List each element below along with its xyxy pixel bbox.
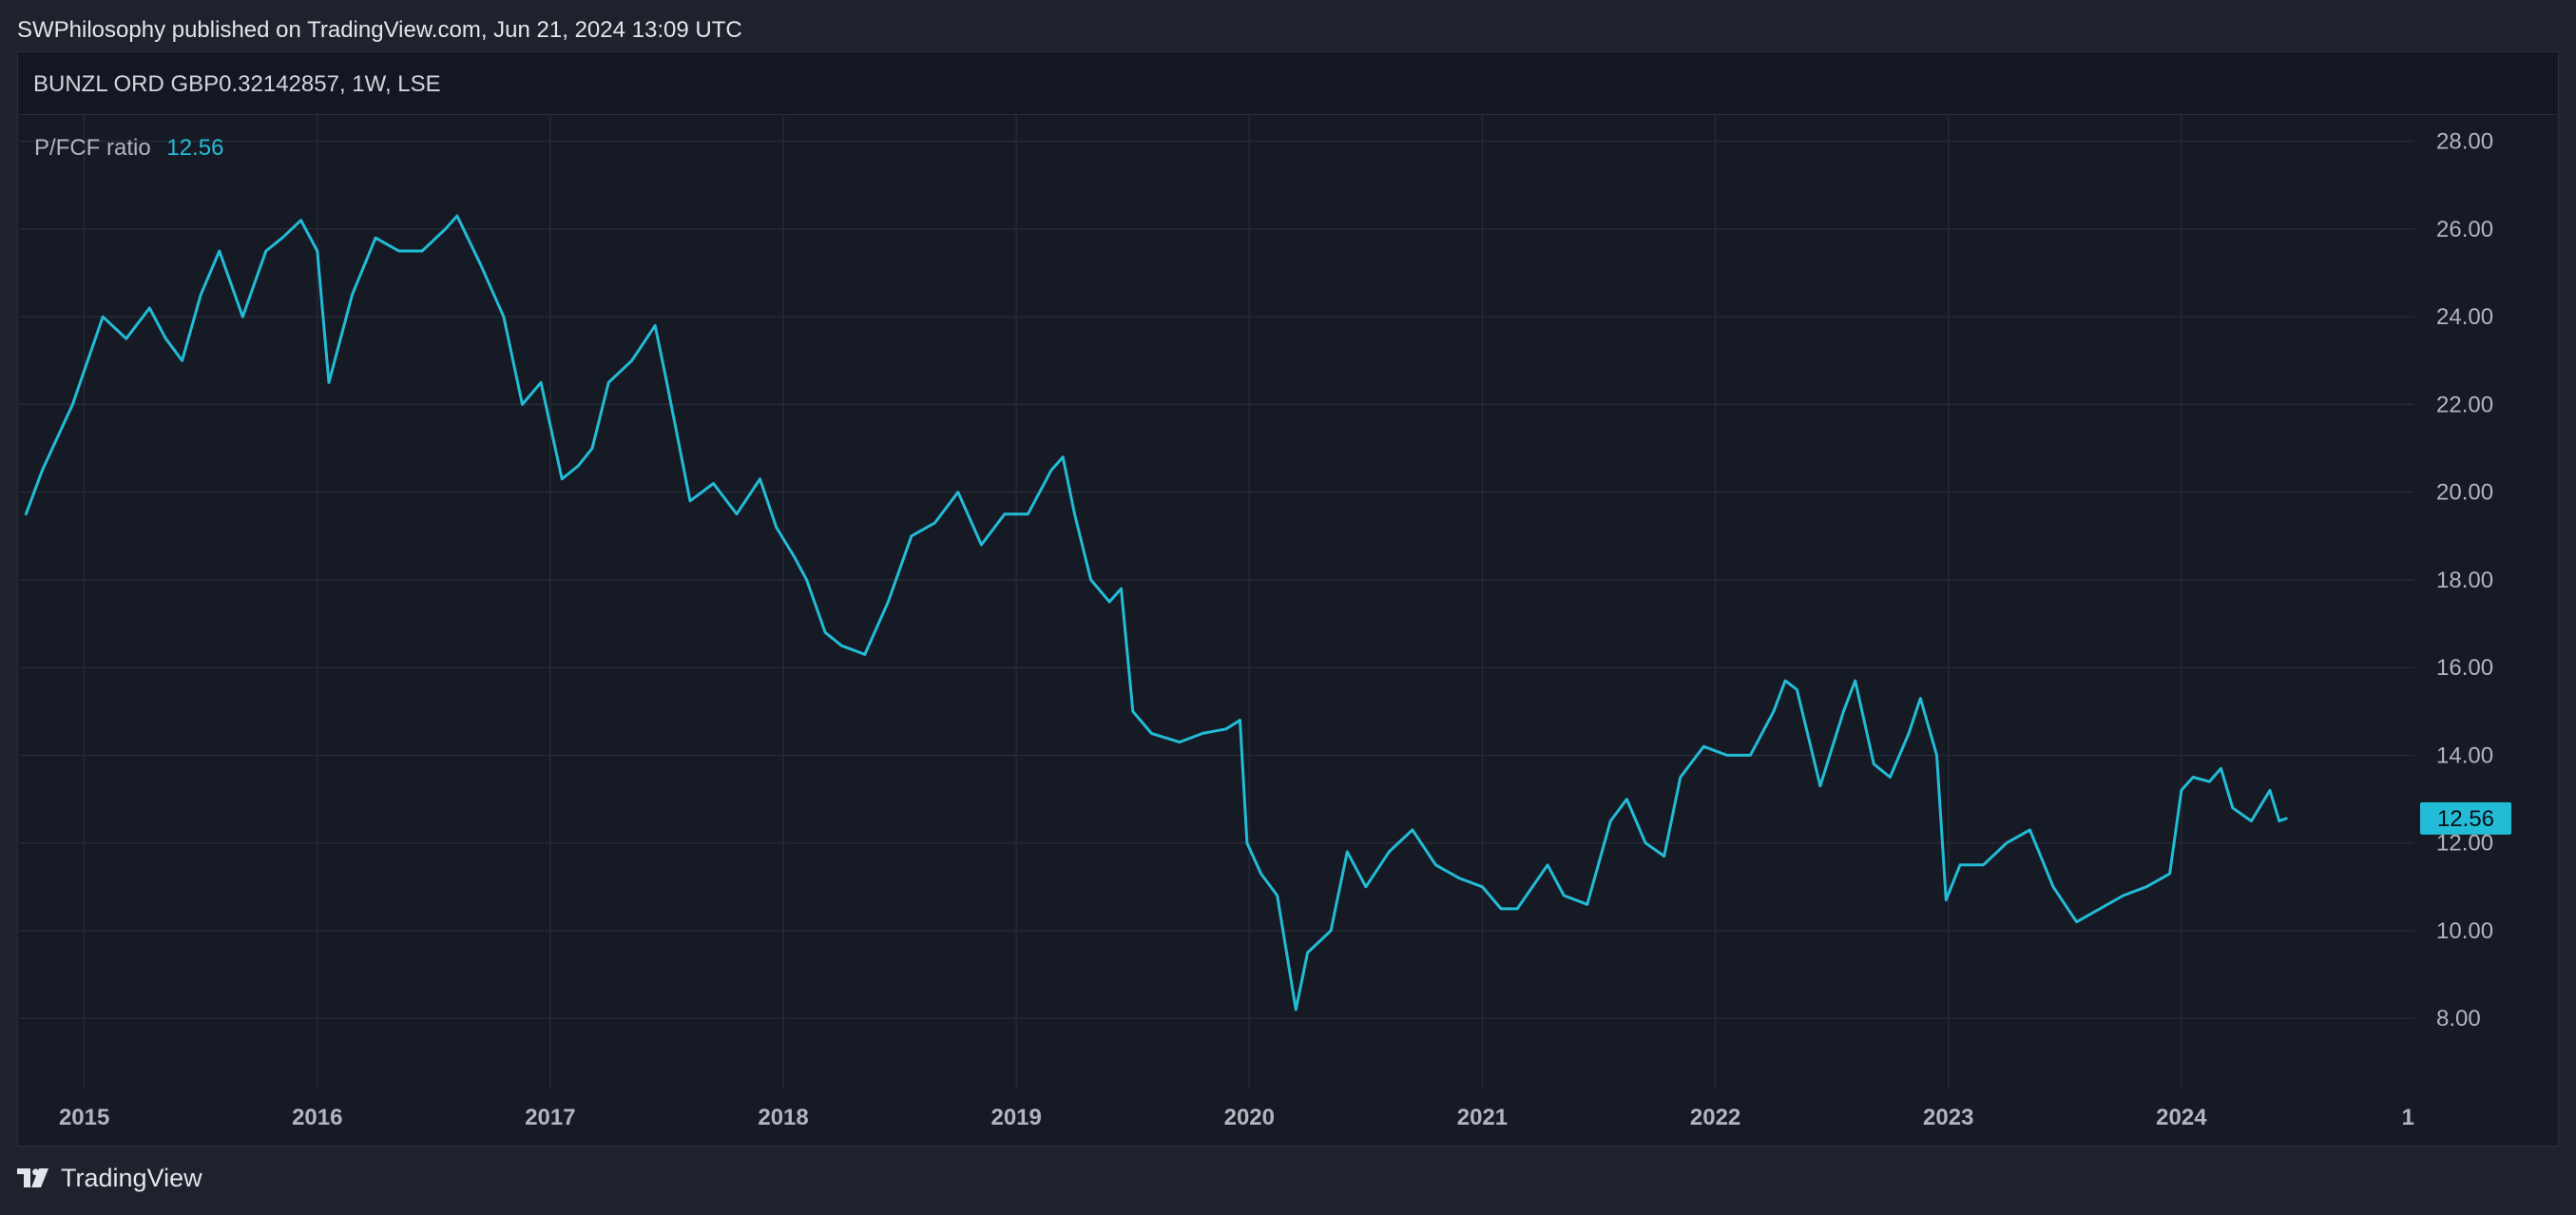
x-tick-label: 2022: [1690, 1105, 1740, 1130]
price-tag-layer: 12.56: [2420, 801, 2511, 835]
x-tick-label: 2019: [990, 1105, 1041, 1130]
y-tick-label: 22.00: [2436, 392, 2493, 417]
x-tick-label: 2024: [2156, 1105, 2207, 1130]
symbol-bar: BUNZL ORD GBP0.32142857, 1W, LSE: [18, 52, 2558, 115]
last-value-tag: [2420, 801, 2511, 835]
y-tick-label: 26.00: [2436, 217, 2493, 242]
x-tick-label: 2017: [525, 1105, 575, 1130]
y-tick-label: 18.00: [2436, 568, 2493, 593]
x-tick-label: 2020: [1224, 1105, 1275, 1130]
x-tick-label: 2023: [1923, 1105, 1973, 1130]
series-layer: [24, 214, 2288, 1012]
x-tick-label: 2015: [59, 1105, 109, 1130]
y-tick-label: 16.00: [2436, 655, 2493, 681]
last-value-label: 12.56: [2437, 806, 2494, 832]
y-tick-label: 8.00: [2436, 1006, 2481, 1032]
y-tick-label: 20.00: [2436, 480, 2493, 506]
series-line: [24, 214, 2288, 1012]
legend-series-name: P/FCF ratio: [34, 135, 151, 161]
y-tick-label: 14.00: [2436, 742, 2493, 768]
footer-brand-text[interactable]: TradingView: [61, 1164, 202, 1192]
footer: TradingView: [17, 1164, 202, 1193]
published-by-text: SWPhilosophy published on TradingView.co…: [17, 17, 742, 43]
x-axis-edge: [2414, 1098, 2433, 1141]
x-tick-label: 2021: [1457, 1105, 1508, 1130]
legend: P/FCF ratio 12.56: [34, 135, 223, 162]
legend-series-value: 12.56: [166, 135, 224, 161]
tradingview-logo-icon[interactable]: [17, 1167, 51, 1189]
y-tick-label: 10.00: [2436, 918, 2493, 944]
y-tick-label: 12.00: [2436, 831, 2493, 857]
x-tick-label: 2018: [758, 1105, 808, 1130]
y-tick-label: 28.00: [2436, 129, 2493, 155]
symbol-info[interactable]: BUNZL ORD GBP0.32142857, 1W, LSE: [33, 71, 441, 97]
x-tick-label: 2016: [292, 1105, 342, 1130]
grid-layer: [19, 115, 2414, 1089]
axis-layer: 8.00 10.00 12.00 14.00 16.00 18.00 20.00 22.00 2…: [59, 129, 2493, 1141]
y-tick-label: 24.00: [2436, 304, 2493, 330]
